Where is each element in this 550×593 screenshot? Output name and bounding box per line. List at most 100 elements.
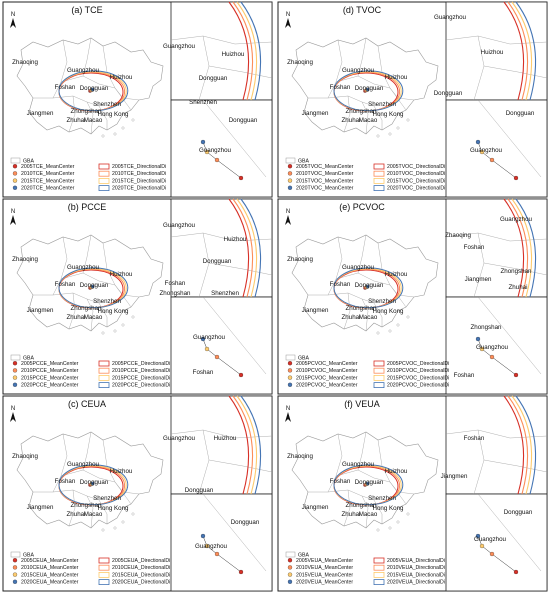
inset-city-label: Guangzhou	[199, 147, 232, 154]
legend-directional: 2015PCVOC_DirectionalDi	[387, 375, 449, 381]
city-label: Macao	[84, 314, 103, 321]
inset-bottom-map	[475, 493, 542, 575]
inset-city-label: Dongguan	[434, 90, 463, 97]
legend-gba: GBA	[298, 553, 309, 559]
inset-bottom-map	[200, 493, 267, 575]
city-label: Hong Kong	[373, 111, 405, 118]
legend-mean-center: 2005VEUA_MeanCenter	[296, 558, 353, 564]
panel-veua: (f) VEUA N Zhaoqing Guangzhou Huizhou Foshan D…	[277, 395, 548, 592]
legend-directional: 2015CEUA_DirectionalDi	[112, 572, 170, 578]
mean-center-2020	[200, 139, 206, 145]
inset-city-label: Foshan	[165, 280, 186, 287]
panel-tce: (a) TCE N Zhaoqing Guangzhou Huizhou Foshan Do…	[2, 1, 273, 198]
panel-title: (d) TVOC	[343, 5, 382, 15]
sde-arc-2015	[511, 395, 533, 495]
legend-mean-center: 2005TVOC_MeanCenter	[296, 164, 354, 170]
city-label: Zhaoqing	[287, 453, 313, 460]
sde-ellipses	[58, 70, 129, 112]
inset-city-label: Foshan	[454, 372, 475, 379]
sde-arc-2020	[515, 395, 537, 495]
sde-arc-2020	[240, 1, 262, 101]
city-label: Hong Kong	[98, 505, 130, 512]
legend-mean-center: 2020TCE_MeanCenter	[21, 186, 75, 192]
inset-city-label: Shenzhen	[189, 99, 217, 106]
city-label: Hong Kong	[98, 111, 130, 118]
city-label: Zhaoqing	[12, 453, 38, 460]
city-label: Huizhou	[110, 271, 133, 278]
inset-city-label: Huizhou	[222, 51, 245, 58]
trajectory-line	[202, 338, 242, 376]
inset-top-frame	[170, 198, 273, 298]
city-label: Jiangmen	[27, 110, 54, 117]
gba-map	[291, 37, 439, 138]
legend-mean-center: 2015PCCE_MeanCenter	[21, 375, 79, 381]
sde-ellipse-2020	[58, 267, 129, 309]
inset-city-label: Dongguan	[203, 258, 232, 265]
sde-arc-2005	[503, 395, 525, 495]
inset-city-label: Guangzhou	[163, 43, 196, 50]
inset-city-label: Zhongshan	[160, 290, 192, 297]
city-label: Shenzhen	[368, 298, 396, 305]
legend-gba: GBA	[23, 159, 34, 165]
city-label: Hong Kong	[98, 308, 130, 315]
inset-city-label: Foshan	[193, 369, 214, 376]
trajectory-line	[202, 141, 242, 179]
sde-ellipse-2020	[333, 70, 404, 112]
city-label: Zhuhai	[67, 117, 86, 124]
inset-city-label: Dongguan	[185, 487, 214, 494]
legend-gba: GBA	[23, 356, 34, 362]
legend-directional: 2015TVOC_DirectionalDi	[387, 178, 445, 184]
sde-arc-2020	[240, 395, 262, 495]
inset-city-label: Guangzhou	[474, 536, 507, 543]
legend-mean-center: 2010CEUA_MeanCenter	[21, 565, 79, 571]
mean-center-2020	[475, 336, 481, 342]
legend-directional: 2020CEUA_DirectionalDi	[112, 580, 170, 586]
mean-center-2010	[489, 354, 495, 360]
mean-center-point	[365, 284, 370, 289]
city-label: Foshan	[330, 478, 351, 485]
city-label: Jiangmen	[27, 307, 54, 314]
legend-directional: 2015TCE_DirectionalDi	[112, 178, 166, 184]
trajectory-line	[477, 338, 517, 376]
sde-arc-2015	[511, 198, 533, 298]
inset-bottom-map	[200, 296, 267, 378]
inset-bottom-frame	[170, 99, 273, 198]
city-label: Guangzhou	[342, 461, 375, 468]
legend-mean-center: 2010PCCE_MeanCenter	[21, 368, 79, 374]
city-label: Foshan	[55, 478, 76, 485]
city-label: Foshan	[330, 84, 351, 91]
legend-mean-center: 2015CEUA_MeanCenter	[21, 572, 79, 578]
city-label: Hong Kong	[373, 308, 405, 315]
sde-arc-2010	[232, 395, 254, 495]
inset-city-label: Dongguan	[506, 110, 535, 117]
inset-top-map	[170, 395, 273, 495]
mean-center-2020	[475, 533, 481, 539]
mean-center-2005	[513, 175, 519, 181]
city-label: Guangzhou	[67, 461, 100, 468]
svg-text:N: N	[11, 12, 15, 18]
inset-city-label: Guangzhou	[476, 344, 509, 351]
legend-directional: 2015PCCE_DirectionalDi	[112, 375, 170, 381]
city-label: Dongguan	[80, 282, 109, 289]
city-label: Dongguan	[355, 282, 384, 289]
inset-city-label: Zhongshan	[471, 324, 503, 331]
inset-city-label: Huizhou	[214, 435, 237, 442]
sde-arc-2005	[503, 198, 525, 298]
inset-top-map	[445, 198, 548, 298]
legend-mean-center: 2020VEUA_MeanCenter	[296, 580, 353, 586]
inset-city-label: Foshan	[464, 244, 485, 251]
city-label: Zhongshan	[71, 108, 103, 115]
legend-directional: 2010PCVOC_DirectionalDi	[387, 368, 449, 374]
sde-arc-2020	[515, 1, 537, 101]
legend-mean-center: 2015TVOC_MeanCenter	[296, 178, 354, 184]
mean-center-point	[365, 87, 370, 92]
gba-map	[16, 37, 164, 138]
panel-title: (e) PCVOC	[339, 202, 385, 212]
city-label: Jiangmen	[302, 307, 329, 314]
mean-center-point	[90, 87, 95, 92]
sde-ellipse-2020	[333, 267, 404, 309]
sde-ellipses	[58, 464, 129, 506]
